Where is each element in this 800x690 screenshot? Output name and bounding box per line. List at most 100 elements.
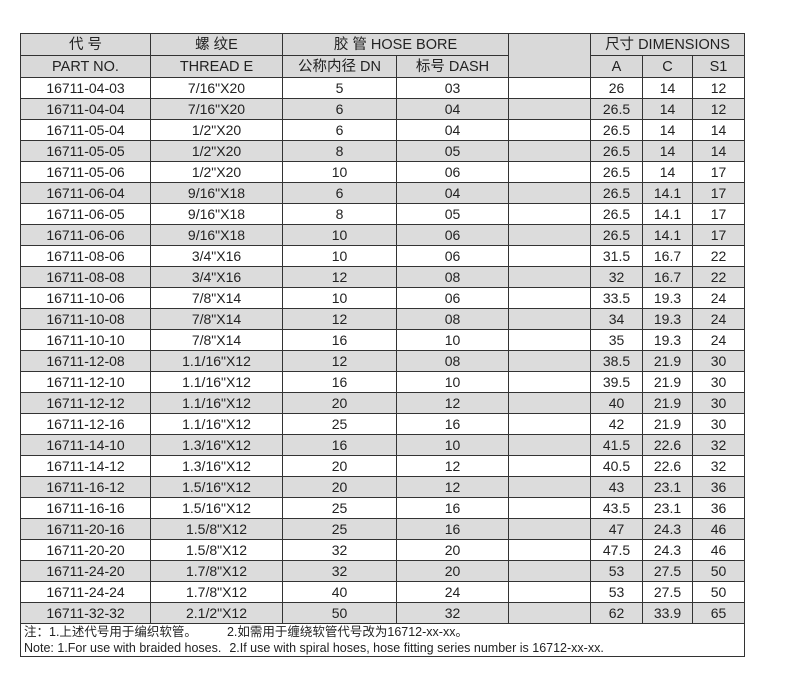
- cell-blank: [508, 476, 591, 498]
- table-row: 16711-08-08 3/4"X16 12 08 32 16.7 22: [20, 266, 746, 288]
- cell-c: 19.3: [642, 308, 693, 330]
- cell-dash: 24: [396, 581, 509, 603]
- cell-dash: 03: [396, 77, 509, 99]
- cell-c: 14: [642, 161, 693, 183]
- cell-dash: 08: [396, 308, 509, 330]
- cell-s1: 17: [691, 161, 746, 183]
- cell-thread: 1.5/8"X12: [150, 518, 283, 540]
- cell-thread: 1.1/16"X12: [150, 413, 283, 435]
- header-thread-cn: 螺 纹E: [150, 33, 283, 56]
- cell-dn: 20: [282, 476, 397, 498]
- table-row: 16711-06-05 9/16"X18 8 05 26.5 14.1 17: [20, 203, 746, 225]
- cell-s1: 24: [691, 329, 746, 351]
- cell-s1: 17: [691, 224, 746, 246]
- cell-dn: 40: [282, 581, 397, 603]
- cell-blank: [508, 203, 591, 225]
- cell-dash: 08: [396, 266, 509, 288]
- cell-c: 24.3: [642, 539, 693, 561]
- cell-blank: [508, 602, 591, 624]
- cell-c: 23.1: [642, 497, 693, 519]
- cell-a: 41.5: [590, 434, 643, 456]
- cell-thread: 1/2"X20: [150, 119, 283, 141]
- cell-dn: 25: [282, 497, 397, 519]
- cell-dn: 20: [282, 455, 397, 477]
- cell-c: 14: [642, 140, 693, 162]
- cell-s1: 50: [691, 560, 746, 582]
- cell-thread: 2.1/2"X12: [150, 602, 283, 624]
- cell-s1: 30: [691, 413, 746, 435]
- cell-part-no: 16711-08-06: [20, 245, 151, 267]
- cell-dash: 20: [396, 560, 509, 582]
- cell-s1: 14: [691, 140, 746, 162]
- cell-c: 21.9: [642, 392, 693, 414]
- cell-s1: 30: [691, 350, 746, 372]
- cell-dn: 6: [282, 98, 397, 120]
- cell-blank: [508, 518, 591, 540]
- cell-part-no: 16711-04-03: [20, 77, 151, 99]
- cell-dn: 10: [282, 161, 397, 183]
- cell-s1: 14: [691, 119, 746, 141]
- cell-dn: 50: [282, 602, 397, 624]
- cell-dn: 8: [282, 140, 397, 162]
- cell-thread: 9/16"X18: [150, 224, 283, 246]
- cell-thread: 1.3/16"X12: [150, 434, 283, 456]
- header-dimensions: 尺寸 DIMENSIONS: [589, 33, 746, 56]
- table-row: 16711-14-12 1.3/16"X12 20 12 40.5 22.6 32: [20, 455, 746, 477]
- cell-blank: [508, 392, 591, 414]
- cell-a: 33.5: [590, 287, 643, 309]
- cell-part-no: 16711-12-08: [20, 350, 151, 372]
- table-row: 16711-12-10 1.1/16"X12 16 10 39.5 21.9 30: [20, 371, 746, 393]
- cell-part-no: 16711-14-12: [20, 455, 151, 477]
- cell-a: 40.5: [590, 455, 643, 477]
- cell-thread: 3/4"X16: [150, 266, 283, 288]
- cell-part-no: 16711-12-12: [20, 392, 151, 414]
- table-row: 16711-24-24 1.7/8"X12 40 24 53 27.5 50: [20, 581, 746, 603]
- cell-dn: 6: [282, 182, 397, 204]
- cell-thread: 1.7/8"X12: [150, 581, 283, 603]
- cell-dash: 12: [396, 455, 509, 477]
- cell-thread: 1.1/16"X12: [150, 371, 283, 393]
- cell-c: 19.3: [642, 287, 693, 309]
- cell-a: 26.5: [590, 161, 643, 183]
- header-dash: 标号 DASH: [396, 55, 509, 78]
- cell-part-no: 16711-24-24: [20, 581, 151, 603]
- table-row: 16711-10-10 7/8"X14 16 10 35 19.3 24: [20, 329, 746, 351]
- cell-thread: 7/16"X20: [150, 98, 283, 120]
- cell-a: 42: [590, 413, 643, 435]
- cell-dash: 16: [396, 497, 509, 519]
- cell-a: 31.5: [590, 245, 643, 267]
- cell-c: 16.7: [642, 266, 693, 288]
- cell-dn: 6: [282, 119, 397, 141]
- cell-s1: 24: [691, 287, 746, 309]
- cell-c: 27.5: [642, 581, 693, 603]
- cell-blank: [508, 434, 591, 456]
- cell-a: 62: [590, 602, 643, 624]
- cell-dash: 12: [396, 392, 509, 414]
- cell-a: 26.5: [590, 224, 643, 246]
- table-row: 16711-06-04 9/16"X18 6 04 26.5 14.1 17: [20, 182, 746, 204]
- cell-blank: [508, 308, 591, 330]
- header-hose-bore: 胶 管 HOSE BORE: [282, 33, 509, 56]
- cell-part-no: 16711-10-08: [20, 308, 151, 330]
- cell-blank: [508, 266, 591, 288]
- table-row: 16711-08-06 3/4"X16 10 06 31.5 16.7 22: [20, 245, 746, 267]
- cell-thread: 1.1/16"X12: [150, 392, 283, 414]
- cell-c: 22.6: [642, 455, 693, 477]
- cell-thread: 9/16"X18: [150, 182, 283, 204]
- cell-part-no: 16711-10-06: [20, 287, 151, 309]
- cell-part-no: 16711-24-20: [20, 560, 151, 582]
- cell-blank: [508, 140, 591, 162]
- cell-blank: [508, 329, 591, 351]
- cell-part-no: 16711-04-04: [20, 98, 151, 120]
- header-thread-en: THREAD E: [150, 55, 283, 78]
- cell-dash: 10: [396, 434, 509, 456]
- cell-a: 43.5: [590, 497, 643, 519]
- cell-dash: 10: [396, 329, 509, 351]
- header-part-en: PART NO.: [20, 55, 151, 78]
- cell-s1: 17: [691, 203, 746, 225]
- cell-blank: [508, 77, 591, 99]
- cell-c: 23.1: [642, 476, 693, 498]
- cell-thread: 1.7/8"X12: [150, 560, 283, 582]
- table-row: 16711-16-16 1.5/16"X12 25 16 43.5 23.1 36: [20, 497, 746, 519]
- cell-dash: 12: [396, 476, 509, 498]
